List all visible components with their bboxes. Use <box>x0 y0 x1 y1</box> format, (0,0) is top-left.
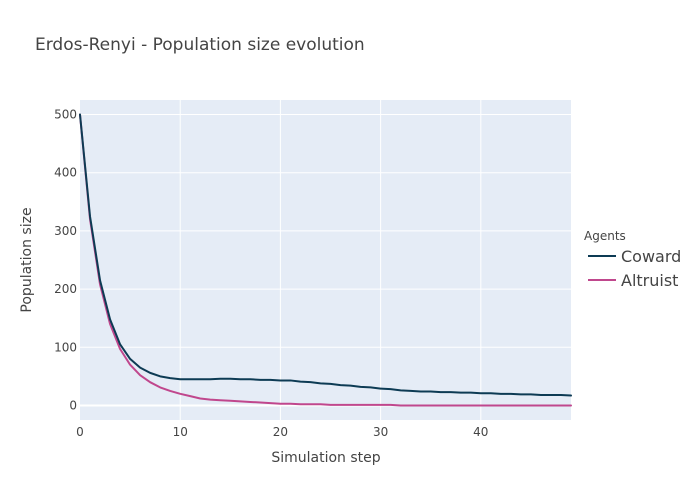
y-tick-label: 300 <box>54 224 77 238</box>
y-tick-label: 200 <box>54 282 77 296</box>
y-tick-label: 500 <box>54 108 77 122</box>
series-lines <box>79 113 572 407</box>
plot-background <box>80 100 571 420</box>
series-line-coward[interactable] <box>79 113 572 397</box>
legend-label-altruist[interactable]: Altruist <box>621 271 678 290</box>
y-tick-label: 100 <box>54 340 77 354</box>
x-tick-label: 40 <box>473 425 488 439</box>
x-axis-title: Simulation step <box>271 450 380 466</box>
x-tick-label: 20 <box>273 425 288 439</box>
x-tick-label: 0 <box>76 425 84 439</box>
x-tick-label: 30 <box>373 425 388 439</box>
series-line-altruist[interactable] <box>79 113 572 407</box>
x-tick-labels: 0 10 20 30 40 <box>76 425 488 439</box>
y-axis-title: Population size <box>19 207 35 312</box>
y-tick-labels: 0 100 200 300 400 500 <box>54 108 77 413</box>
y-tick-label: 0 <box>69 398 77 412</box>
y-tick-label: 400 <box>54 166 77 180</box>
chart-title: Erdos-Renyi - Population size evolution <box>35 35 365 55</box>
x-tick-label: 10 <box>173 425 188 439</box>
legend-title: Agents <box>584 229 626 243</box>
legend-label-coward[interactable]: Coward <box>621 247 681 266</box>
legend: Agents Coward Altruist <box>584 229 681 290</box>
